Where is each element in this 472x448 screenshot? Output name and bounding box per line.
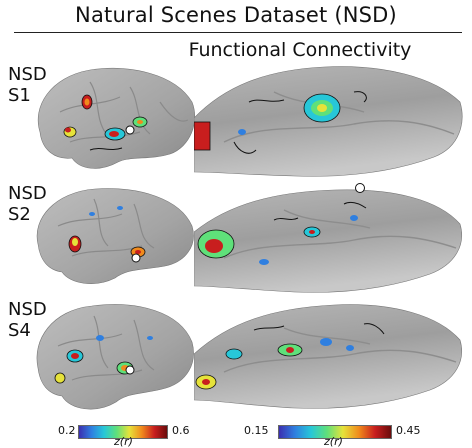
activation-core	[84, 98, 90, 106]
seed-marker	[125, 125, 135, 135]
brain-zoom-s1	[194, 66, 463, 177]
brain-lateral-s4	[36, 304, 194, 410]
brain-zoom-s4	[194, 304, 462, 409]
roi-outline	[253, 323, 385, 335]
cortex-surface	[194, 189, 462, 293]
activation-blob	[96, 335, 104, 341]
seed-marker	[131, 253, 141, 263]
activation-blob	[194, 121, 211, 151]
activation-core	[109, 131, 119, 137]
activation-blob	[238, 129, 246, 135]
activation-core	[137, 120, 143, 124]
seed-marker	[125, 365, 135, 375]
cortex-surface	[37, 68, 196, 169]
colorbar-left-label: z(r)	[114, 435, 133, 448]
activation-blob	[117, 206, 123, 210]
activation-blob	[259, 259, 269, 265]
activation-core	[72, 238, 78, 246]
activation-core	[286, 347, 294, 353]
roi-outline	[273, 201, 367, 221]
cortex-surface	[36, 188, 194, 284]
sulci-lines	[57, 198, 155, 257]
activation-core	[135, 250, 141, 254]
activation-blob	[225, 348, 243, 360]
activation-blob	[320, 338, 332, 346]
figure-subtitle: Functional Connectivity	[188, 39, 412, 61]
cortex-surface	[36, 304, 194, 410]
colorbar-right-max: 0.45	[396, 424, 421, 437]
brain-lateral-s2	[36, 188, 194, 284]
roi-outline	[233, 91, 367, 154]
colorbar-right-gradient	[278, 425, 392, 439]
sulci-lines	[57, 315, 155, 381]
cortex-surface	[194, 304, 462, 409]
activation-core	[309, 230, 315, 234]
activation-core	[71, 353, 79, 359]
activation-core	[65, 127, 71, 133]
activation-blob	[350, 215, 358, 221]
activation-blob	[346, 345, 354, 351]
subject-label-s4: NSD S4	[8, 299, 47, 341]
sulci-lines	[223, 327, 457, 373]
roi-outline	[89, 147, 123, 151]
brain-lateral-s1	[37, 68, 196, 169]
seed-marker	[355, 183, 365, 193]
activation-blob	[54, 372, 66, 384]
colorbar-right-min: 0.15	[244, 424, 269, 437]
colorbar-left-max: 0.6	[172, 424, 190, 437]
activation-core	[202, 379, 210, 385]
title-divider	[14, 32, 462, 33]
colorbar-left-gradient	[78, 425, 168, 439]
activation-core	[205, 239, 223, 253]
brain-zoom-s2	[194, 183, 462, 293]
colorbar-right-label: z(r)	[324, 435, 343, 448]
sulci-lines	[223, 209, 457, 259]
activation-core	[317, 104, 327, 112]
subject-label-s2: NSD S2	[8, 183, 47, 225]
colorbar-left-min: 0.2	[58, 424, 76, 437]
subject-label-s1: NSD S1	[8, 64, 47, 106]
figure-title: Natural Scenes Dataset (NSD)	[75, 3, 397, 27]
activation-blob	[89, 212, 95, 216]
activation-blob	[147, 336, 153, 340]
